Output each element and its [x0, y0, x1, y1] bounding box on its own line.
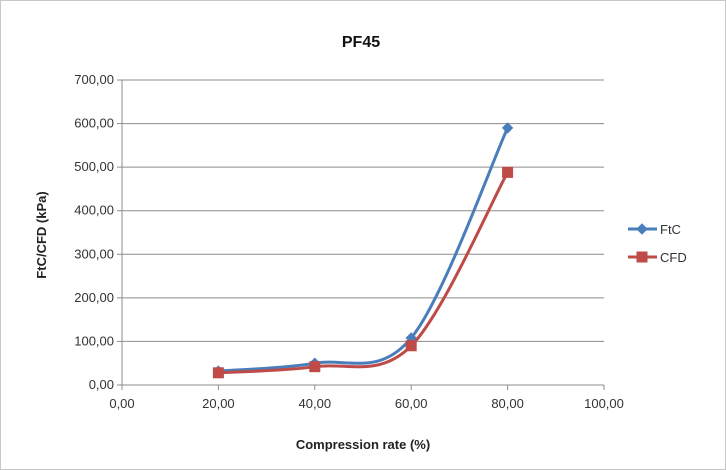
legend-label-cfd: CFD	[660, 250, 687, 265]
data-point-cfd	[405, 340, 417, 352]
x-tick-label: 100,00	[584, 396, 624, 411]
data-point-cfd	[309, 361, 321, 373]
y-tick-label: 100,00	[74, 333, 114, 348]
x-tick-label: 20,00	[202, 396, 235, 411]
x-tick-label: 0,00	[109, 396, 134, 411]
x-axis-title: Compression rate (%)	[296, 437, 430, 452]
legend-marker-ftc	[636, 223, 648, 235]
data-point-cfd	[212, 367, 224, 379]
y-tick-label: 500,00	[74, 159, 114, 174]
data-point-cfd	[502, 166, 514, 178]
x-tick-label: 40,00	[299, 396, 332, 411]
y-tick-label: 400,00	[74, 203, 114, 218]
axes	[117, 79, 605, 390]
y-tick-label: 600,00	[74, 116, 114, 131]
legend-marker-cfd	[636, 251, 648, 263]
y-tick-label: 700,00	[74, 72, 114, 87]
y-tick-label: 0,00	[89, 377, 114, 392]
x-tick-label: 60,00	[395, 396, 428, 411]
series-line-ftc	[218, 127, 509, 373]
series-line-cfd	[218, 171, 509, 375]
x-tick-label: 80,00	[491, 396, 524, 411]
chart-title: PF45	[342, 34, 380, 51]
legend-label-ftc: FtC	[660, 222, 681, 237]
data-point-ftc	[501, 122, 514, 134]
y-tick-label: 300,00	[74, 246, 114, 261]
legend: FtC CFD	[628, 222, 687, 265]
y-tick-label: 200,00	[74, 290, 114, 305]
series-plot	[212, 122, 514, 379]
y-tick-labels: 0,00 100,00 200,00 300,00 400,00 500,00 600,00…	[74, 72, 114, 392]
x-tick-labels: 0,00 20,00 40,00 60,00 80,00 100,00	[109, 396, 624, 411]
gridlines	[122, 79, 604, 342]
y-axis-title: FtC/CFD (kPa)	[34, 191, 49, 278]
